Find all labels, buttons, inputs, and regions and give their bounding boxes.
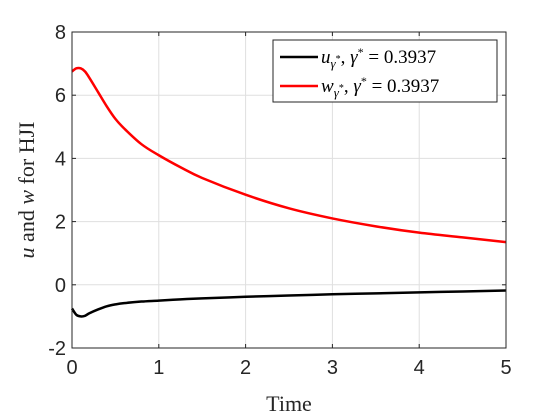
x-tick-label: 4 <box>414 357 425 379</box>
x-tick-label: 3 <box>327 357 338 379</box>
legend-box <box>272 39 498 103</box>
x-tick-label: 1 <box>153 357 164 379</box>
plot-frame <box>71 31 507 349</box>
legend: uγ*, γ* = 0.3937 wγ*, γ* = 0.3937 <box>272 39 498 103</box>
legend-entry-u: uγ*, γ* = 0.3937 <box>321 45 436 71</box>
y-tick-label: 4 <box>55 148 66 170</box>
y-axis-label: u and w for HJI <box>14 122 39 259</box>
x-tick-label: 5 <box>500 357 511 379</box>
y-tick-label: 2 <box>55 212 66 234</box>
y-tick-label: 8 <box>55 22 66 44</box>
series-line-u <box>70 289 507 318</box>
y-tick-label: 0 <box>55 275 66 297</box>
series-lines <box>70 66 507 318</box>
x-axis-label: Time <box>266 391 312 416</box>
series-line-w <box>71 66 507 244</box>
y-tick-label: -2 <box>48 338 66 360</box>
legend-entry-w: wγ*, γ* = 0.3937 <box>321 74 439 100</box>
y-tick-label: 6 <box>55 85 66 107</box>
x-tick-label: 2 <box>240 357 251 379</box>
x-tick-label: 0 <box>66 357 77 379</box>
